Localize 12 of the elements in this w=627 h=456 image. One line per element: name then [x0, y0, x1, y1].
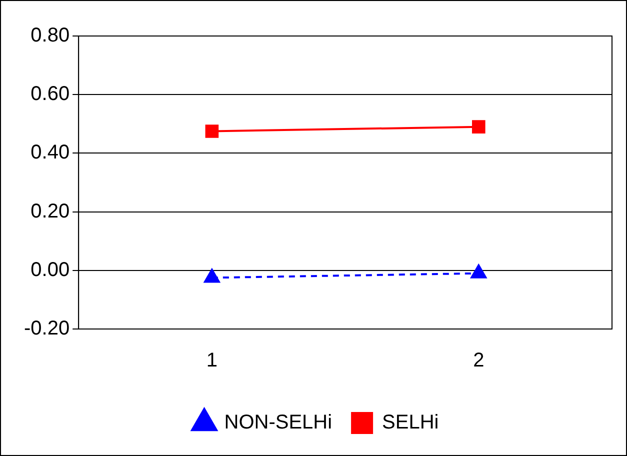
- x-tick-label: 2: [473, 350, 484, 372]
- y-tick-label: -0.20: [24, 318, 70, 340]
- x-tick-label: 1: [206, 350, 218, 372]
- y-tick-label: 0.20: [30, 200, 70, 222]
- point: [205, 124, 219, 138]
- y-tick-label: 0.80: [30, 24, 70, 47]
- y-tick-label: 0.60: [30, 83, 70, 106]
- y-tick-label: 0.40: [30, 142, 70, 164]
- point: [472, 120, 486, 134]
- legend-label: SELHi: [382, 412, 439, 434]
- legend-label: NON-SELHi: [224, 412, 332, 434]
- y-tick-label: 0.00: [30, 258, 70, 281]
